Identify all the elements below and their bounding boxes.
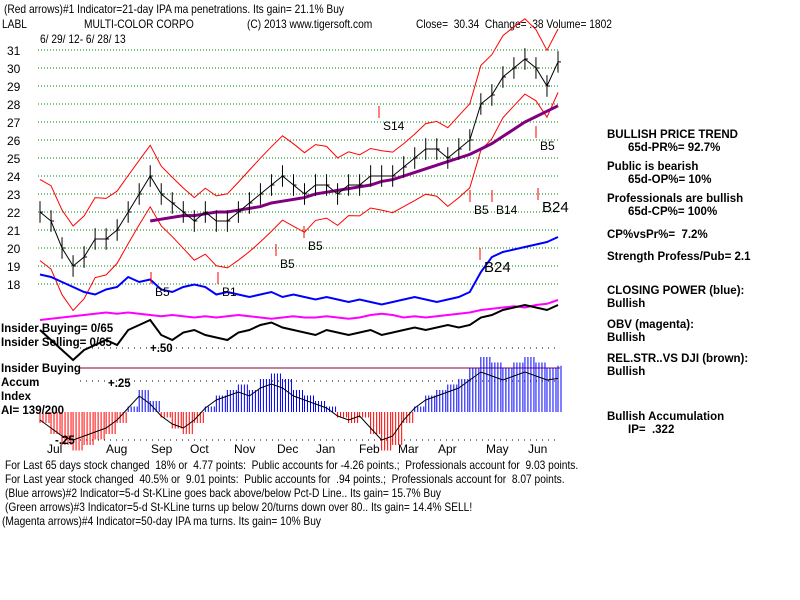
plus50-label: +.50 [150,343,173,355]
side-title-0: BULLISH PRICE TREND [607,129,738,141]
y-tick-label: 21 [7,224,21,238]
index-label: Index [1,391,32,403]
x-tick-label: Oct [190,442,209,456]
x-tick-label: May [486,442,509,456]
quote-info: Close= 30.34 Change= .38 Volume= 1802 [416,17,612,31]
obv-line [39,299,559,321]
side-title-7: REL.STR..VS DJI (brown): [607,353,749,365]
y-tick-label: 27 [7,116,21,130]
copyright: (C) 2013 www.tigersoft.com [247,17,373,31]
footer-line-5: (Magenta arrows)#4 Indicator=50-day IPA … [2,514,322,528]
signal-label: B5 [474,203,489,217]
accum-ma-line [39,371,559,441]
signal-label: S14 [383,119,405,133]
rel-str-line [39,303,559,362]
date-range: 6/ 29/ 12- 6/ 28/ 13 [40,32,126,46]
side-value-2: 65d-CP%= 100% [628,206,718,218]
side-title-4: Strength Profess/Pub= 2.1 [607,251,751,263]
x-tick-label: Apr [438,442,457,456]
side-title-8: Bullish Accumulation [607,411,725,423]
insider-buying-label-2: Insider Buying [1,363,81,375]
accum-label: Accum [1,377,40,389]
side-title-1: Public is bearish [607,161,699,173]
y-tick-label: 20 [7,242,21,256]
y-tick-label: 18 [7,278,21,292]
signal-label: B5 [280,257,295,271]
y-tick-label: 25 [7,152,21,166]
y-tick-label: 24 [7,170,21,184]
signal-label: B24 [542,199,569,216]
y-tick-label: 29 [7,80,21,94]
ma50-line [149,104,559,223]
signal-label: B5 [155,285,170,299]
lower-band [39,92,559,312]
side-value-8: IP= .322 [628,424,675,436]
side-value-6: Bullish [607,332,646,344]
side-value-0: 65d-PR%= 92.7% [628,142,721,154]
price-line [39,58,559,267]
x-tick-label: Dec [277,442,298,456]
insider-buying-label: Insider Buying= 0/65 [1,323,114,335]
side-value-7: Bullish [607,366,646,378]
footer-line-3: (Blue arrows)#2 Indicator=5-d St-KLine g… [5,486,442,500]
side-title-6: OBV (magenta): [607,319,694,331]
insider-selling-label: Insider Selling= 0/65 [1,337,112,349]
footer-line-4: (Green arrows)#3 Indicator=5-d St-KLine … [5,500,473,514]
indicator-1-line: (Red arrows)#1 Indicator=21-day IPA ma p… [4,2,344,16]
side-title-3: CP%vsPr%= 7.2% [607,229,708,241]
y-tick-label: 31 [7,44,21,58]
footer-line-2: For Last year stock changed 40.5% or 9.0… [5,472,565,486]
plus25-label: +.25 [108,378,131,390]
y-tick-label: 30 [7,62,21,76]
y-tick-label: 23 [7,188,21,202]
side-value-1: 65d-OP%= 10% [628,174,712,186]
x-tick-label: Sep [151,442,173,456]
x-tick-label: Jul [47,442,62,456]
side-title-5: CLOSING POWER (blue): [607,285,745,297]
x-tick-label: Mar [398,442,419,456]
x-tick-label: Jun [528,442,547,456]
y-tick-label: 28 [7,98,21,112]
upper-band [39,18,559,227]
signal-label: B5 [540,139,555,153]
x-tick-label: Feb [359,442,380,456]
minus25-label: -.25 [55,435,75,447]
signal-label: B24 [484,259,511,276]
signal-label: B5 [308,239,323,253]
side-title-2: Professionals are bullish [607,193,744,205]
signal-label: B14 [496,203,518,217]
y-tick-label: 22 [7,206,21,220]
company-name: MULTI-COLOR CORPO [84,17,194,31]
y-tick-label: 26 [7,134,21,148]
ai-label: AI= 139/200 [1,405,64,417]
closing-power-line [39,236,559,306]
x-tick-label: Aug [106,442,127,456]
ticker: LABL [2,17,27,31]
side-value-5: Bullish [607,298,646,310]
footer-line-1: For Last 65 days stock changed 18% or 4.… [5,458,579,472]
x-tick-label: Jan [316,442,335,456]
x-tick-label: Nov [234,442,255,456]
signal-label: B1 [222,285,237,299]
y-tick-label: 19 [7,260,21,274]
